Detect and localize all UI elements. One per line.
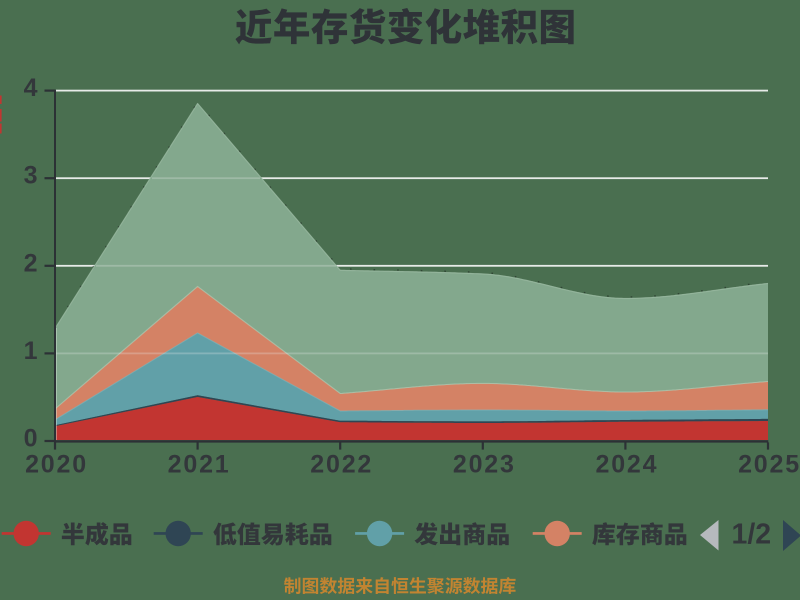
svg-text:4: 4	[24, 74, 38, 102]
svg-text:1/2: 1/2	[731, 519, 771, 551]
svg-text:2022: 2022	[310, 451, 373, 479]
svg-text:2021: 2021	[168, 451, 231, 479]
svg-text:3: 3	[24, 162, 38, 190]
svg-text:2023: 2023	[453, 451, 516, 479]
svg-text:1: 1	[24, 337, 38, 365]
svg-text:2020: 2020	[25, 451, 88, 479]
svg-text:0: 0	[24, 425, 38, 453]
svg-text:2025: 2025	[738, 451, 800, 479]
svg-text:2: 2	[24, 249, 38, 277]
svg-text:2024: 2024	[595, 451, 658, 479]
